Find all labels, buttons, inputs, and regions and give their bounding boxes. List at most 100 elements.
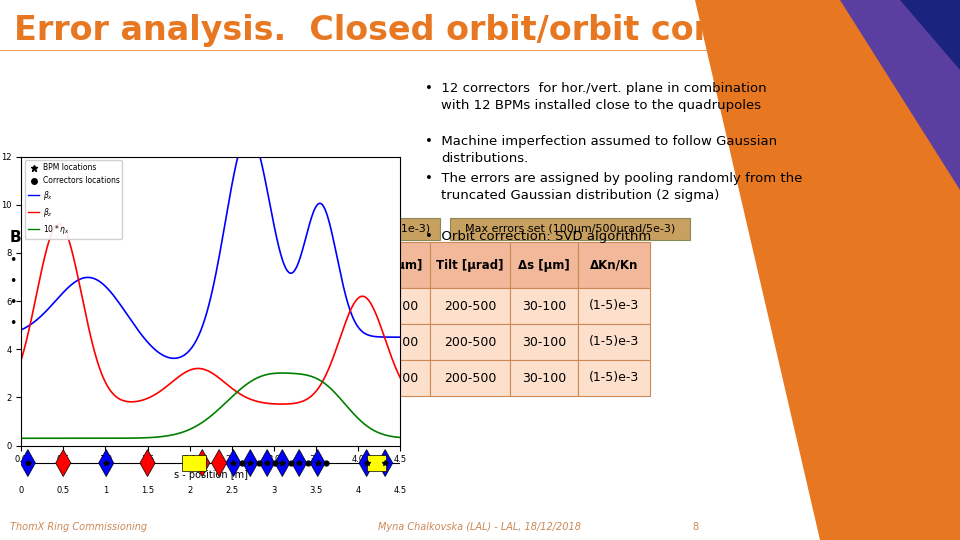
$\beta_x$: [232, 153, 244, 160]
Text: Δs [μm]: Δs [μm]: [518, 259, 570, 272]
Text: 30-100: 30-100: [373, 372, 419, 384]
Bar: [578, 288, 650, 324]
$10*\eta_x$: [15, 435, 27, 442]
Text: 30-100: 30-100: [522, 372, 566, 384]
Bar: [294, 242, 362, 288]
Polygon shape: [195, 449, 210, 476]
Polygon shape: [56, 449, 71, 476]
Polygon shape: [259, 449, 275, 476]
Text: ΔKn/Kn: ΔKn/Kn: [589, 259, 638, 272]
$\beta_x$: [15, 327, 27, 333]
Bar: [430, 288, 510, 324]
Text: 1: 1: [103, 486, 108, 495]
$\beta_x$: [187, 342, 199, 349]
Text: •  Orbit correction: SVD algorithm: • Orbit correction: SVD algorithm: [425, 230, 651, 243]
$10*\eta_x$: [83, 435, 94, 442]
Bar: [294, 324, 362, 360]
Text: •  Rotation errors: 10 μrad: • Rotation errors: 10 μrad: [10, 317, 176, 330]
Text: •  Offset errors: 200 μm: • Offset errors: 200 μm: [10, 254, 160, 267]
Text: •  12 correctors  for hor./vert. plane in combination: • 12 correctors for hor./vert. plane in …: [425, 82, 767, 95]
Line: $\beta_x$: $\beta_x$: [21, 157, 400, 359]
Bar: [510, 288, 578, 324]
Text: 1.5: 1.5: [141, 486, 155, 495]
Text: 30-100: 30-100: [306, 300, 350, 313]
Bar: [218, 288, 294, 324]
Bar: [578, 324, 650, 360]
Line: $\beta_z$: $\beta_z$: [21, 224, 400, 404]
Text: •  Reading errors: 100 μm: • Reading errors: 100 μm: [10, 296, 174, 309]
Line: $10*\eta_x$: $10*\eta_x$: [21, 373, 400, 438]
$\beta_x$: [395, 334, 406, 340]
Text: Myna Chalkovska (LAL) - LAL, 18/12/2018: Myna Chalkovska (LAL) - LAL, 18/12/2018: [378, 522, 582, 532]
$\beta_x$: [168, 355, 180, 362]
Bar: [182, 455, 205, 471]
$10*\eta_x$: [239, 382, 251, 389]
Text: 200-500: 200-500: [444, 335, 496, 348]
Text: (1-5)e-3: (1-5)e-3: [588, 300, 639, 313]
Polygon shape: [377, 449, 393, 476]
Bar: [294, 288, 362, 324]
Text: 4: 4: [355, 486, 361, 495]
$\beta_x$: [302, 227, 314, 233]
Bar: [430, 242, 510, 288]
Text: 3: 3: [272, 486, 276, 495]
Polygon shape: [359, 449, 374, 476]
Bar: [430, 360, 510, 396]
Text: Max errors set (100μm/500μrad/5e-3): Max errors set (100μm/500μrad/5e-3): [465, 224, 675, 234]
$10*\eta_x$: [187, 425, 199, 431]
Polygon shape: [900, 0, 960, 70]
Text: (1-5)e-3: (1-5)e-3: [588, 372, 639, 384]
Text: BPM errors:: BPM errors:: [10, 230, 111, 245]
Polygon shape: [310, 449, 325, 476]
Bar: [294, 360, 362, 396]
FancyBboxPatch shape: [450, 218, 690, 240]
Text: 200-500: 200-500: [444, 300, 496, 313]
Text: •  Machine imperfection assumed to follow Gaussian: • Machine imperfection assumed to follow…: [425, 135, 778, 148]
$10*\eta_x$: [301, 372, 313, 379]
Text: distributions.: distributions.: [441, 152, 528, 165]
Text: 8: 8: [692, 522, 698, 532]
Bar: [510, 360, 578, 396]
Text: 30-100: 30-100: [522, 335, 566, 348]
$\beta_z$: [187, 366, 199, 372]
$10*\eta_x$: [269, 370, 280, 376]
Text: Δx [μm]: Δx [μm]: [301, 259, 354, 272]
Legend: BPM locations, Correctors locations, $\beta_x$, $\beta_z$, $10*\eta_x$: BPM locations, Correctors locations, $\b…: [25, 160, 123, 239]
$\beta_z$: [15, 357, 27, 363]
Text: Δy [μm]: Δy [μm]: [370, 259, 422, 272]
Bar: [362, 360, 430, 396]
Bar: [510, 324, 578, 360]
Bar: [218, 360, 294, 396]
Text: (1-5)e-3: (1-5)e-3: [588, 335, 639, 348]
Bar: [362, 324, 430, 360]
Text: 2: 2: [187, 486, 192, 495]
FancyBboxPatch shape: [220, 218, 440, 240]
Polygon shape: [226, 449, 241, 476]
$\beta_x$: [270, 230, 281, 236]
Text: 30-100: 30-100: [522, 300, 566, 313]
$10*\eta_x$: [113, 435, 125, 442]
Bar: [368, 455, 386, 471]
Text: Tilt [μrad]: Tilt [μrad]: [436, 259, 504, 272]
Polygon shape: [99, 449, 114, 476]
Text: 30-100: 30-100: [373, 300, 419, 313]
Bar: [578, 242, 650, 288]
Polygon shape: [243, 449, 258, 476]
$\beta_z$: [84, 326, 95, 332]
X-axis label: s - position [m]: s - position [m]: [174, 470, 248, 480]
Polygon shape: [695, 0, 960, 540]
Text: QUAD: QUAD: [236, 335, 276, 348]
Polygon shape: [292, 449, 307, 476]
$\beta_x$: [113, 299, 125, 306]
Bar: [578, 360, 650, 396]
Text: 2.5: 2.5: [226, 486, 238, 495]
$\beta_z$: [113, 396, 125, 402]
Polygon shape: [840, 0, 960, 190]
Bar: [510, 242, 578, 288]
Text: 30-100: 30-100: [373, 335, 419, 348]
$\beta_z$: [239, 394, 251, 400]
$\beta_x$: [240, 153, 252, 160]
Polygon shape: [211, 449, 227, 476]
Text: 0: 0: [18, 486, 24, 495]
Bar: [362, 288, 430, 324]
